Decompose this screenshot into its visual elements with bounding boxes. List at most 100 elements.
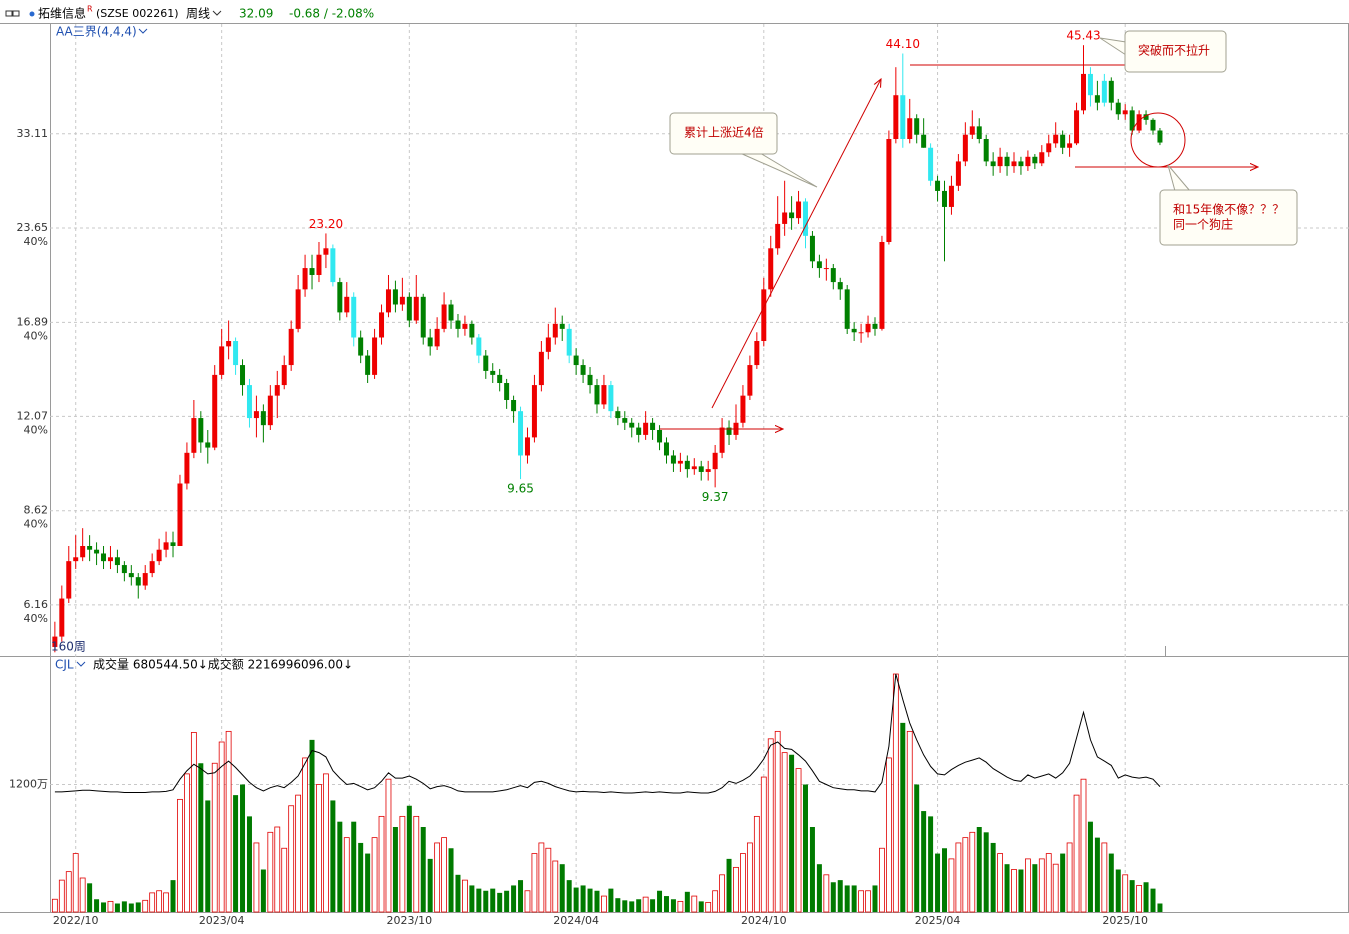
candle-body <box>434 328 440 347</box>
volume-bar <box>837 880 843 912</box>
volume-chevron[interactable] <box>76 661 86 667</box>
volume-bar <box>538 842 545 913</box>
focus-circle <box>1130 112 1186 168</box>
candle-body <box>469 323 475 338</box>
y-tick-label: 12.07 <box>17 409 49 422</box>
candle-body <box>935 180 941 191</box>
volume-bar <box>1004 864 1010 912</box>
candle-body <box>1136 114 1142 131</box>
volume-bar <box>615 898 621 912</box>
volume-bar <box>969 831 976 913</box>
volume-bar <box>789 754 795 912</box>
candle-body <box>497 374 503 384</box>
candle-body <box>914 118 920 135</box>
candle-body <box>128 573 134 578</box>
x-tick-label: 2023/10 <box>386 914 432 927</box>
volume-indicator[interactable]: CJL <box>55 658 74 672</box>
volume-bar <box>274 826 281 913</box>
stock-name[interactable]: 拓维信息 <box>38 6 86 21</box>
candle-body <box>379 312 385 338</box>
volume-bar <box>1032 864 1038 912</box>
volume-bar <box>177 798 183 913</box>
candle-body <box>1011 161 1017 167</box>
candle-body <box>156 549 162 562</box>
candle-body <box>1150 119 1156 131</box>
candle-body <box>789 212 795 219</box>
candle-body <box>483 355 489 371</box>
x-tick-label: 2025/04 <box>915 914 961 927</box>
volume-bar <box>698 901 704 912</box>
candle-body <box>851 328 857 333</box>
candle-body <box>1101 80 1107 103</box>
volume-bar <box>1038 858 1045 913</box>
volume-bar <box>650 899 656 912</box>
indicator-chevron[interactable] <box>138 28 148 34</box>
volume-bar <box>246 816 252 912</box>
volume-bar <box>260 869 266 912</box>
volume-bar <box>858 890 864 913</box>
volume-bar <box>399 815 406 913</box>
y-tick-label: 1200万 <box>9 778 48 791</box>
candle-body <box>566 328 572 356</box>
volume-bar <box>629 901 635 912</box>
volume-bar <box>267 831 274 913</box>
volume-bar <box>955 842 962 913</box>
volume-bar <box>1115 869 1121 912</box>
volume-bar <box>205 800 211 912</box>
candle-body <box>142 573 148 586</box>
volume-bar <box>552 860 559 913</box>
volume-bar <box>962 837 969 913</box>
volume-bar <box>135 902 141 912</box>
y-tick-label: 23.65 <box>17 221 49 234</box>
period-select[interactable]: 周线 <box>186 7 210 21</box>
last-price: 32.09 <box>239 7 273 21</box>
period-chevron[interactable] <box>212 10 222 16</box>
candle-body <box>114 557 120 566</box>
volume-bar <box>691 895 698 913</box>
volume-bar <box>218 741 225 913</box>
candle-body <box>872 323 878 329</box>
volume-bar <box>872 885 878 912</box>
candle-body <box>580 365 586 375</box>
candle-body <box>900 95 906 140</box>
volume-bar <box>483 890 489 912</box>
volume-bar <box>211 762 218 913</box>
indicator-label[interactable]: AA三界(4,4,4) <box>56 25 137 39</box>
callout-box <box>1159 189 1298 246</box>
volume-bar <box>1129 880 1135 912</box>
candle-body <box>219 346 225 375</box>
candle-body <box>490 370 496 375</box>
volume-bar <box>1101 842 1108 913</box>
price-label: 44.10 <box>886 37 920 51</box>
candle-body <box>677 460 683 464</box>
candle-body <box>1122 110 1128 115</box>
volume-bar <box>712 890 719 913</box>
candle-body <box>385 289 391 313</box>
candle-body <box>1067 143 1073 148</box>
candle-body <box>288 328 294 366</box>
candle-body <box>1157 130 1163 143</box>
volume-bar <box>316 784 322 913</box>
volume-bar <box>281 847 288 913</box>
volume-bar <box>476 888 482 912</box>
volume-bar <box>983 832 989 912</box>
candle-body <box>983 139 989 162</box>
candle-body <box>1039 152 1045 164</box>
volume-bar <box>101 902 107 912</box>
candle-body <box>337 282 343 313</box>
toolbar-icon[interactable] <box>5 10 20 17</box>
candle-body <box>1143 114 1149 120</box>
volume-bar <box>997 853 1003 913</box>
volume-bar <box>885 757 892 913</box>
volume-bar <box>65 871 72 913</box>
volume-bar <box>371 837 378 913</box>
volume-bar <box>1052 863 1059 913</box>
candle-body <box>670 455 676 464</box>
volume-bar <box>642 896 649 913</box>
volume-bar <box>851 885 857 912</box>
volume-bar <box>497 892 503 912</box>
volume-bar <box>594 890 600 912</box>
y-tick-note: 40% <box>24 235 48 248</box>
candle-body <box>587 374 593 386</box>
